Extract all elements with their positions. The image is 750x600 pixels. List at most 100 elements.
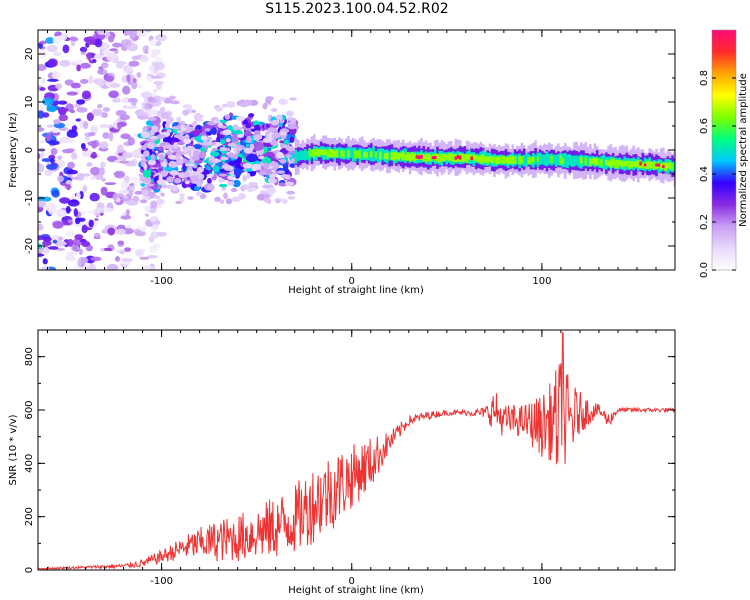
halo-blob <box>279 158 287 164</box>
snr-ticks: -100 0 100 0 200 400 600 800 <box>24 329 676 587</box>
halo-blob <box>206 173 215 177</box>
ridge-segment <box>315 148 318 156</box>
ridge-segment <box>392 152 396 161</box>
halo-blob <box>225 198 232 205</box>
ridge-segment <box>363 151 366 158</box>
snr-marks <box>38 332 675 570</box>
noise-blob <box>119 114 130 121</box>
ridge-segment <box>493 156 496 164</box>
snr-x-axis-label: Height of straight line (km) <box>288 585 424 596</box>
ridge-segment <box>436 153 439 162</box>
noise-blob <box>41 196 52 202</box>
noise-blob <box>38 153 41 160</box>
noise-blob <box>91 58 97 64</box>
halo-blob <box>289 97 297 101</box>
ridge-segment <box>340 150 343 157</box>
halo-blob <box>186 145 194 151</box>
halo-blob <box>278 98 288 105</box>
ridge-segment <box>481 154 485 163</box>
ridge-segment <box>648 161 651 169</box>
noise-blob <box>114 256 121 262</box>
halo-blob <box>231 196 242 202</box>
halo-blob <box>169 170 179 176</box>
noise-blob <box>117 122 122 130</box>
ridge-segment <box>347 150 350 157</box>
noise-blob <box>93 54 104 59</box>
halo-blob <box>143 163 148 171</box>
transition-blob <box>212 165 220 173</box>
ridge-segment <box>607 160 610 167</box>
noise-blob <box>45 163 58 170</box>
halo-blob <box>177 159 184 164</box>
halo-blob <box>247 187 254 193</box>
halo-blob <box>233 153 239 160</box>
halo-blob <box>160 112 170 119</box>
ridge-segment <box>591 158 594 164</box>
halo-blob <box>191 180 202 184</box>
halo-blob <box>146 103 152 107</box>
halo-blob <box>262 102 268 110</box>
ridge-segment <box>536 156 540 162</box>
ridge-segment <box>627 160 631 169</box>
halo-blob <box>166 176 174 183</box>
halo-blob <box>173 142 179 149</box>
noise-blob <box>100 161 106 168</box>
halo-blob <box>179 195 185 203</box>
halo-blob <box>239 102 249 108</box>
transition-blob <box>203 159 208 163</box>
ridge-segment <box>586 155 590 167</box>
noise-blob <box>39 40 47 45</box>
ridge-segment <box>595 158 599 166</box>
ridge-segment <box>666 162 670 169</box>
noise-blob <box>115 170 126 179</box>
noise-blob <box>103 207 114 213</box>
noise-blob <box>89 192 100 202</box>
noise-blob <box>66 129 78 138</box>
noise-blob <box>47 58 58 68</box>
halo-blob <box>183 171 190 178</box>
ridge-segment <box>429 155 432 162</box>
noise-blob <box>150 75 162 79</box>
noise-blob <box>115 228 126 236</box>
ridge-segment <box>406 152 410 161</box>
ridge-segment <box>447 153 451 161</box>
ridge-segment <box>308 148 311 158</box>
noise-blob <box>136 71 142 79</box>
ridge-segment <box>411 151 414 161</box>
halo-blob <box>263 194 271 199</box>
colorbar-ticks: 0.0 0.2 0.4 0.6 0.8 <box>699 70 736 278</box>
noise-blob <box>117 240 125 246</box>
noise-blob <box>133 132 139 138</box>
halo-blob <box>214 196 221 202</box>
transition-blob <box>207 177 212 185</box>
noise-blob <box>85 150 93 155</box>
noise-blob <box>74 87 80 93</box>
ridge-segment <box>662 165 665 169</box>
noise-blob <box>86 52 92 61</box>
ridge-segment <box>525 152 528 168</box>
noise-blob <box>82 185 88 192</box>
noise-blob <box>38 64 47 72</box>
noise-blob <box>120 39 132 46</box>
ridge-segment <box>358 150 362 159</box>
colorbar-frame <box>711 29 737 271</box>
halo-blob <box>276 151 284 159</box>
noise-blob <box>73 58 85 64</box>
ridge-segment <box>490 156 494 164</box>
halo-blob <box>171 184 179 192</box>
noise-blob <box>76 106 88 113</box>
noise-blob <box>120 133 131 140</box>
ridge-segment <box>486 156 489 164</box>
colorbar: 0.0 0.2 0.4 0.6 0.8 Normalized spectral ampl… <box>699 29 749 278</box>
halo-blob <box>149 129 158 133</box>
ridge-segment <box>657 163 661 167</box>
halo-blob <box>218 173 228 177</box>
noise-blob <box>94 217 99 222</box>
noise-blob <box>126 74 131 83</box>
ridge-segment <box>643 163 647 167</box>
noise-blob <box>87 209 95 214</box>
ridge-segment <box>634 161 638 168</box>
ridge-segment <box>312 148 316 158</box>
transition-blob <box>218 183 228 188</box>
snr-y-tick-label: 200 <box>24 507 35 526</box>
